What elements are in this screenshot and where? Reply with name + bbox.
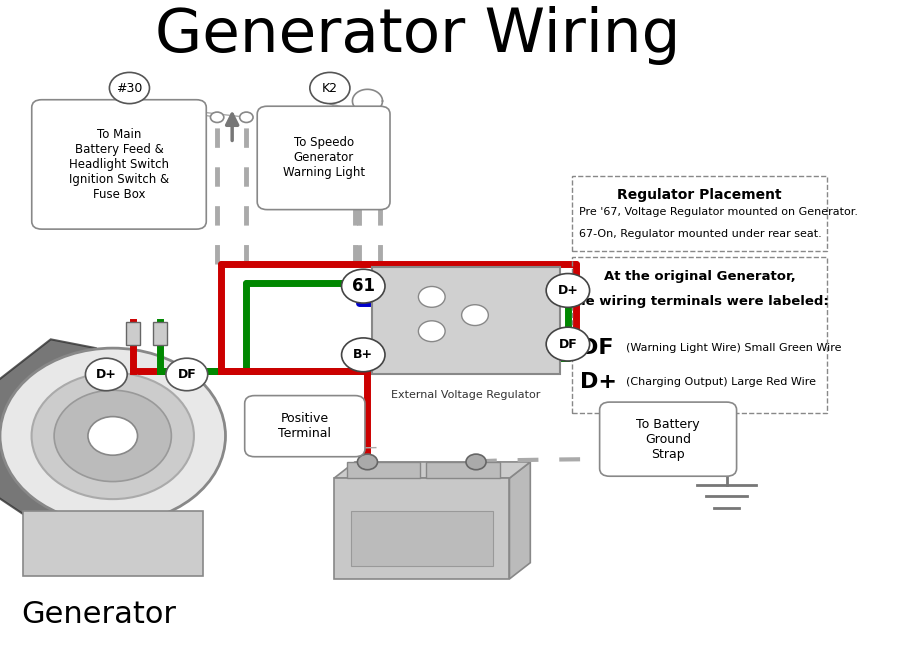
- Text: 67-On, Regulator mounted under rear seat.: 67-On, Regulator mounted under rear seat…: [579, 229, 822, 239]
- FancyBboxPatch shape: [257, 106, 390, 210]
- Bar: [126, 322, 140, 345]
- Text: To Battery
Ground
Strap: To Battery Ground Strap: [636, 418, 700, 461]
- Text: (Charging Output) Large Red Wire: (Charging Output) Large Red Wire: [626, 377, 816, 387]
- Circle shape: [88, 417, 138, 455]
- Bar: [372, 267, 560, 374]
- Text: Regulator Placement: Regulator Placement: [617, 187, 782, 202]
- Circle shape: [86, 358, 127, 391]
- Circle shape: [110, 72, 149, 104]
- Text: Generator Wiring: Generator Wiring: [155, 7, 680, 66]
- Bar: [572, 176, 827, 250]
- Circle shape: [418, 286, 446, 307]
- FancyBboxPatch shape: [245, 396, 365, 457]
- Bar: [572, 257, 827, 413]
- Circle shape: [166, 358, 208, 391]
- Bar: [22, 510, 202, 576]
- Text: External Voltage Regulator: External Voltage Regulator: [391, 390, 540, 400]
- Circle shape: [546, 327, 590, 361]
- Circle shape: [342, 269, 385, 303]
- Bar: [346, 462, 420, 478]
- Bar: [351, 510, 492, 566]
- Circle shape: [546, 273, 590, 307]
- Text: 61: 61: [352, 277, 374, 295]
- Circle shape: [0, 348, 226, 524]
- Text: DF: DF: [580, 338, 614, 357]
- Circle shape: [32, 373, 194, 499]
- Polygon shape: [509, 462, 530, 579]
- Text: DF: DF: [177, 368, 196, 381]
- Circle shape: [462, 305, 489, 325]
- Circle shape: [348, 112, 362, 122]
- Circle shape: [418, 321, 446, 342]
- Circle shape: [54, 390, 171, 482]
- Bar: [426, 462, 500, 478]
- FancyBboxPatch shape: [599, 402, 736, 476]
- Text: D+: D+: [557, 284, 579, 297]
- Polygon shape: [0, 340, 95, 532]
- Text: the wiring terminals were labeled:: the wiring terminals were labeled:: [570, 295, 829, 307]
- Polygon shape: [334, 462, 530, 478]
- Text: To Speedo
Generator
Warning Light: To Speedo Generator Warning Light: [283, 137, 365, 179]
- Text: DF: DF: [559, 338, 577, 351]
- Circle shape: [374, 112, 387, 122]
- Circle shape: [342, 338, 385, 372]
- Circle shape: [211, 112, 224, 122]
- Text: (Warning Light Wire) Small Green Wire: (Warning Light Wire) Small Green Wire: [626, 342, 842, 353]
- Text: Positive
Terminal: Positive Terminal: [278, 412, 331, 440]
- Circle shape: [239, 112, 253, 122]
- Bar: [334, 478, 509, 579]
- Text: B+: B+: [353, 348, 374, 361]
- Text: #30: #30: [116, 81, 142, 95]
- Circle shape: [310, 72, 350, 104]
- Text: Pre '67, Voltage Regulator mounted on Generator.: Pre '67, Voltage Regulator mounted on Ge…: [579, 207, 858, 217]
- Circle shape: [466, 454, 486, 470]
- Circle shape: [357, 454, 377, 470]
- Text: Generator: Generator: [21, 600, 176, 629]
- Text: K2: K2: [322, 81, 338, 95]
- Bar: [153, 322, 166, 345]
- Text: At the original Generator,: At the original Generator,: [604, 270, 796, 283]
- Text: D+: D+: [96, 368, 117, 381]
- Text: D+: D+: [580, 372, 617, 392]
- FancyBboxPatch shape: [32, 100, 206, 229]
- Text: To Main
Battery Feed &
Headlight Switch
Ignition Switch &
Fuse Box: To Main Battery Feed & Headlight Switch …: [69, 128, 169, 201]
